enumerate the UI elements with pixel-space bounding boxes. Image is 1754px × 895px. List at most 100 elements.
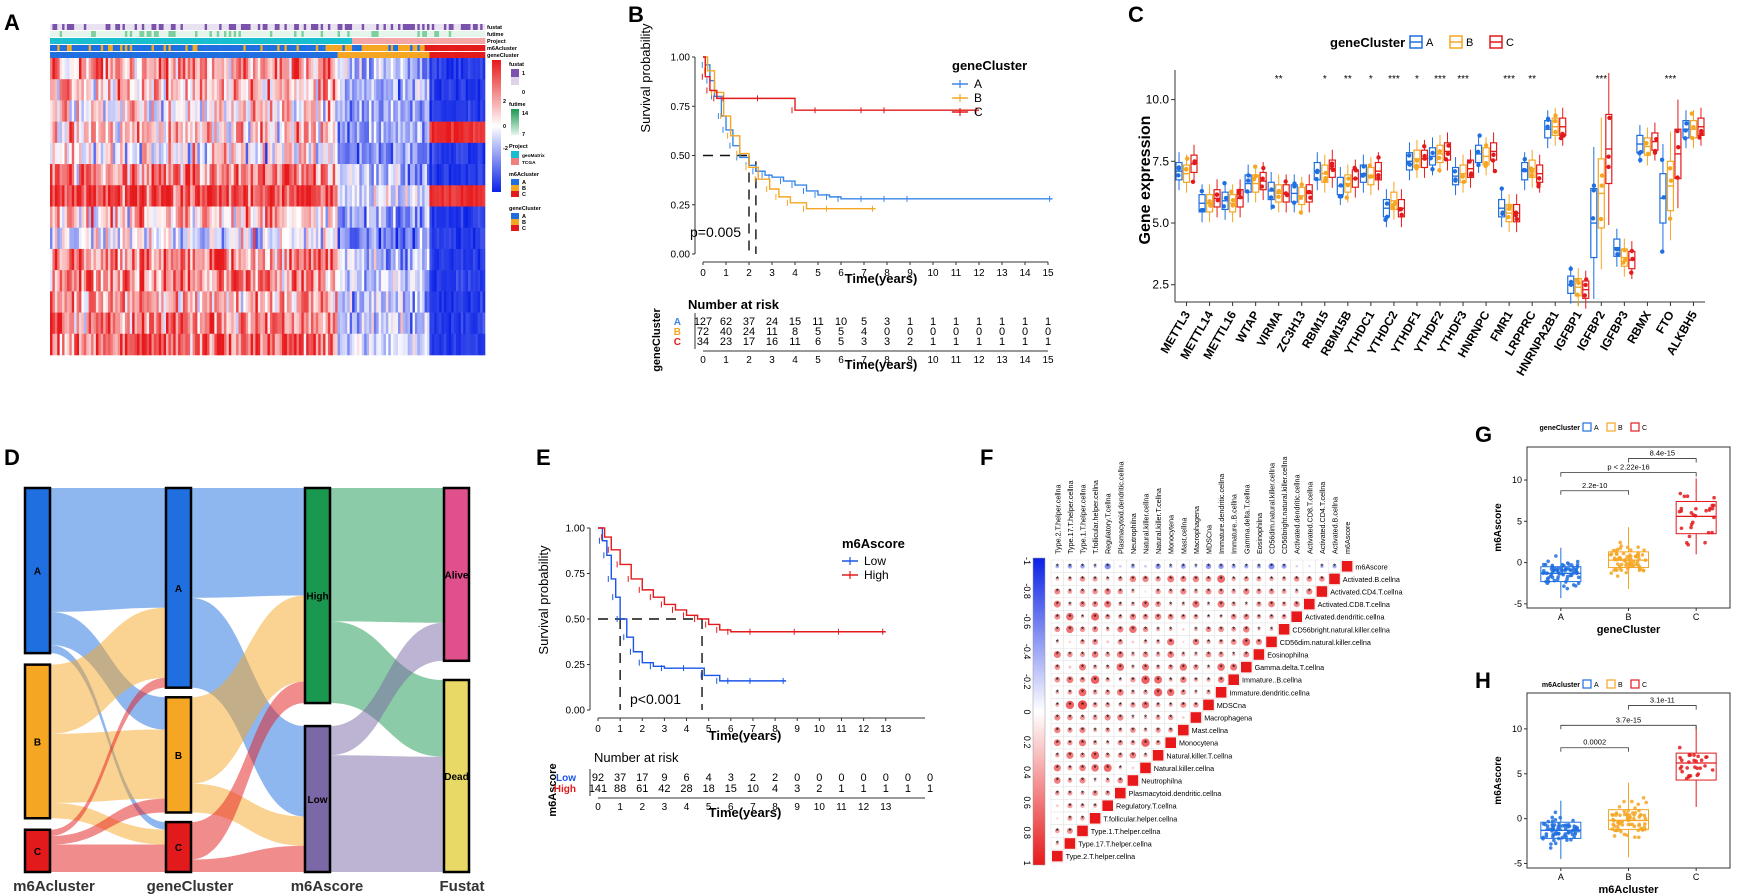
- f-sig-star: *: [1220, 651, 1223, 660]
- genecluster-cell: [274, 52, 278, 58]
- c-y-tick-label: 5.0: [1152, 216, 1169, 230]
- heatmap-cell: [62, 58, 65, 80]
- heatmap-cell: [443, 227, 447, 250]
- heatmap-cell: [52, 312, 56, 335]
- heatmap-cell: [443, 100, 447, 122]
- f-corr-circle: [1193, 652, 1198, 657]
- genecluster-cell: [419, 52, 423, 58]
- risk-value: 0: [930, 326, 936, 338]
- futime-cell: [166, 31, 169, 37]
- heatmap-cell: [470, 164, 474, 186]
- c-outlier-point: [1430, 167, 1435, 172]
- f-col-label: Regulatory.T.cellna: [1104, 493, 1113, 554]
- heatmap-cell: [88, 270, 92, 292]
- heatmap-cell: [187, 227, 191, 250]
- heatmap-cell: [202, 121, 205, 144]
- futime-cell: [240, 31, 244, 37]
- heatmap-cell: [460, 291, 464, 313]
- heatmap-cell: [243, 58, 247, 80]
- heatmap-cell: [117, 100, 121, 122]
- m6acluster-cell: [451, 45, 454, 51]
- heatmap-cell: [427, 164, 430, 186]
- f-corr-circle: [1192, 638, 1200, 646]
- heatmap-cell: [419, 270, 423, 292]
- futime-cell: [267, 31, 271, 37]
- f-corr-circle: [1156, 627, 1161, 632]
- heatmap-cell: [274, 100, 278, 122]
- heatmap-cell: [395, 206, 399, 229]
- genecluster-cell: [390, 52, 394, 58]
- fustat-cell: [366, 24, 370, 30]
- c-outlier-point: [1384, 201, 1390, 206]
- heatmap-cell: [419, 142, 423, 165]
- genecluster-cell: [308, 52, 312, 58]
- heatmap-cell: [458, 333, 462, 356]
- heatmap-cell: [332, 121, 336, 144]
- heatmap-cell: [166, 206, 169, 229]
- project-cell: [458, 38, 462, 44]
- heatmap-cell: [422, 206, 425, 229]
- scale-label-2: 2: [503, 99, 506, 105]
- risk-x-tick-label: 5: [706, 802, 712, 813]
- genecluster-cell: [441, 52, 445, 58]
- heatmap-cell: [54, 142, 58, 165]
- risk-value: 15: [789, 316, 801, 328]
- heatmap-cell: [400, 206, 404, 229]
- heatmap-cell: [344, 248, 348, 271]
- heatmap-cell: [69, 100, 73, 122]
- heatmap-cell: [383, 248, 387, 271]
- km-x-tick-label: 5: [815, 268, 821, 279]
- heatmap-cell: [62, 185, 65, 207]
- heatmap-cell: [129, 333, 133, 356]
- heatmap-cell: [168, 58, 172, 80]
- project-cell: [253, 38, 256, 44]
- futime-cell: [279, 31, 283, 37]
- heatmap-cell: [250, 58, 254, 80]
- heatmap-cell: [294, 58, 297, 80]
- heatmap-cell: [482, 206, 486, 229]
- heatmap-cell: [149, 100, 152, 122]
- heatmap-cell: [243, 142, 247, 165]
- heatmap-cell: [129, 100, 133, 122]
- heatmap-cell: [460, 206, 464, 229]
- sankey-node-b: [23, 663, 52, 820]
- c-outlier-point: [1476, 162, 1481, 168]
- heatmap-cell: [272, 121, 276, 144]
- c-outlier-point: [1644, 141, 1649, 146]
- heatmap-cell: [477, 58, 481, 80]
- heatmap-cell: [120, 164, 123, 186]
- heatmap-cell: [475, 79, 479, 101]
- project-cell: [57, 38, 60, 44]
- heatmap-cell: [197, 291, 201, 313]
- heatmap-cell: [388, 270, 392, 292]
- genecluster-cell: [245, 52, 249, 58]
- f-row-label: Immature.dendritic.cellna: [1229, 688, 1309, 697]
- risk-value: 24: [766, 316, 778, 328]
- genecluster-cell: [315, 52, 319, 58]
- genecluster-cell: [388, 52, 392, 58]
- heatmap-cell: [325, 206, 329, 229]
- heatmap-cell: [207, 227, 210, 250]
- c-outlier-point: [1606, 164, 1611, 170]
- km-x-tick-label: 3: [769, 268, 775, 279]
- f-sig-star: *: [1106, 626, 1109, 635]
- heatmap-cell: [470, 312, 474, 335]
- f-corr-circle: [1181, 652, 1186, 657]
- c-outlier-point: [1675, 128, 1680, 134]
- heatmap-cell: [62, 291, 65, 313]
- c-outlier-point: [1630, 256, 1635, 262]
- heatmap-cell: [272, 270, 276, 292]
- heatmap-cell: [369, 291, 372, 313]
- heatmap-cell: [448, 312, 452, 335]
- f-corr-circle: [1153, 688, 1163, 697]
- project-cell: [410, 38, 413, 44]
- heatmap-cell: [139, 291, 143, 313]
- heatmap-cell: [66, 227, 70, 250]
- heatmap-cell: [378, 100, 382, 122]
- heatmap-cell: [209, 121, 213, 144]
- m6acluster-cell: [124, 45, 128, 51]
- f-sig-star: *: [1220, 600, 1223, 609]
- heatmap-cell: [342, 206, 346, 229]
- heatmap-cell: [284, 333, 288, 356]
- heatmap-cell: [236, 58, 239, 80]
